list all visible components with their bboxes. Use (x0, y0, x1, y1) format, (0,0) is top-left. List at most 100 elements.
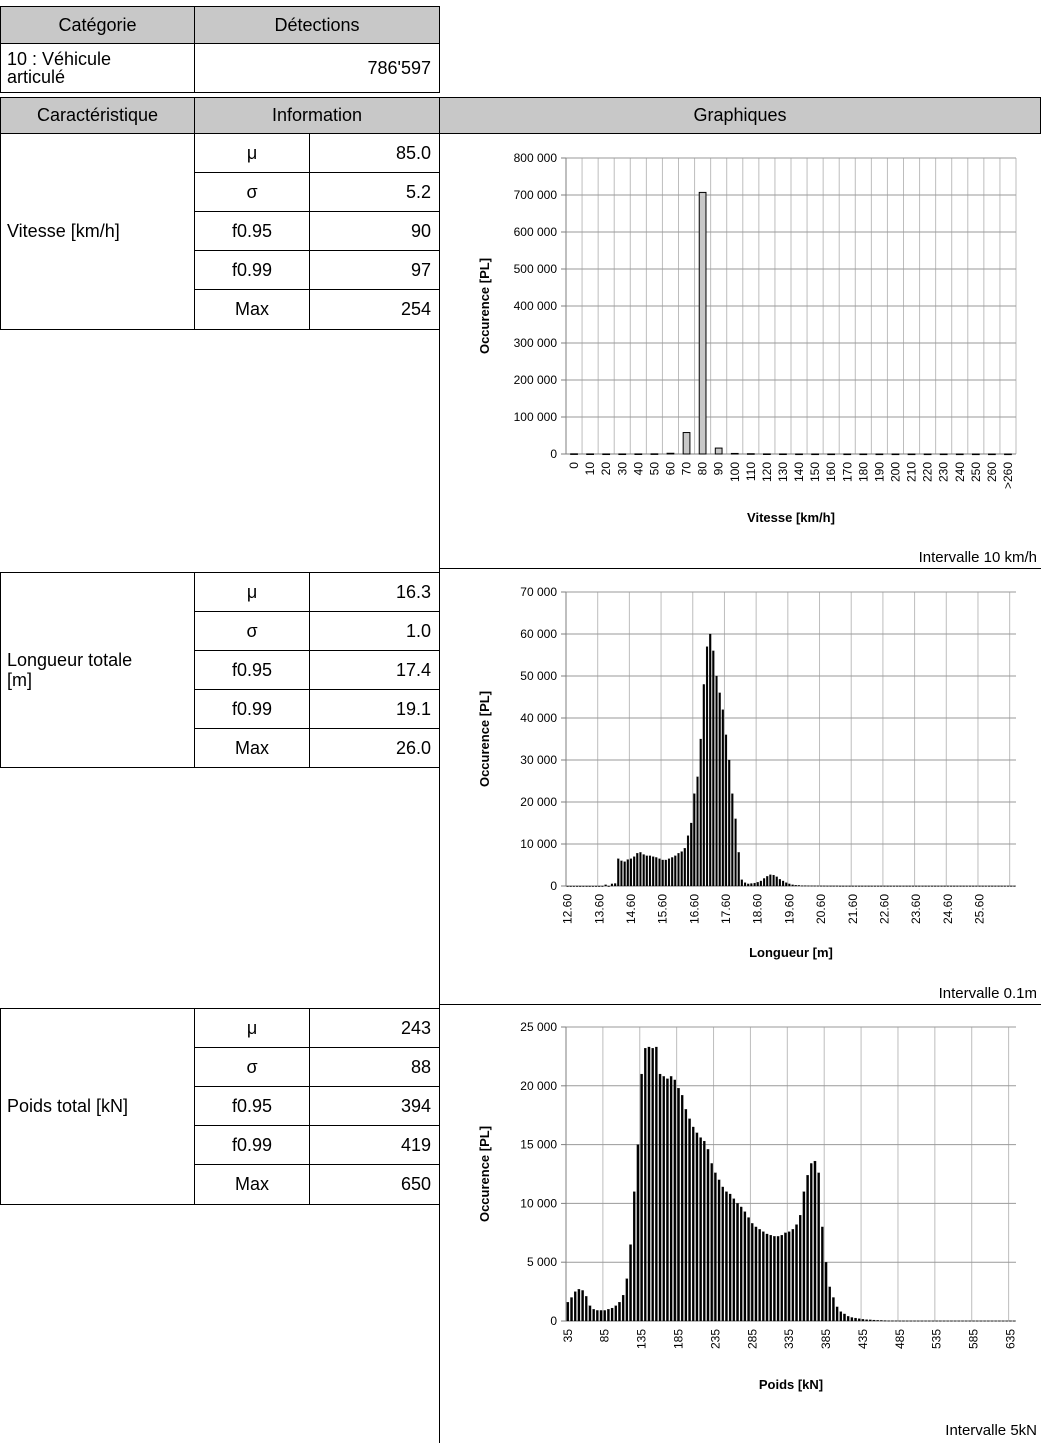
bar (683, 848, 686, 887)
bar (920, 1320, 924, 1322)
stat-value: 1.0 (309, 611, 440, 651)
x-tick-label: 485 (893, 1329, 907, 1349)
bar (710, 1163, 713, 1322)
bar (731, 793, 734, 887)
longueur-label-line-1: Longueur totale (7, 650, 133, 670)
bar (817, 1172, 820, 1322)
stat-value-text: 17.4 (395, 659, 431, 680)
bar (634, 453, 643, 455)
bar (957, 1320, 961, 1322)
bar (821, 1226, 824, 1322)
header-caracteristique: Caractéristique (0, 97, 195, 134)
bar (680, 851, 683, 887)
bar (695, 1132, 699, 1322)
bar (750, 883, 753, 887)
bar (791, 1229, 795, 1322)
bar (876, 1320, 879, 1322)
bar (811, 453, 819, 456)
bar (873, 885, 877, 887)
x-tick-label: 22.60 (877, 894, 891, 924)
stat-sym: Max (194, 728, 310, 768)
x-tick-label: 160 (824, 462, 838, 482)
bar (795, 1224, 798, 1322)
interval-note: Intervalle 10 km/h (919, 549, 1037, 566)
bar (607, 885, 610, 887)
y-axis-title: Occurence [PL] (477, 258, 492, 354)
divider (439, 568, 1041, 569)
bar (602, 453, 611, 456)
bar (651, 1048, 654, 1322)
header-graphiques-label: Graphiques (693, 105, 787, 125)
bar (955, 453, 964, 456)
grid (561, 591, 1016, 887)
bar (801, 885, 804, 887)
bar (1001, 1320, 1005, 1322)
bar (864, 885, 867, 887)
bar (747, 1217, 750, 1322)
bar (759, 880, 762, 887)
stat-value-text: 254 (400, 299, 431, 319)
bar (872, 1319, 876, 1322)
stat-sym: Max (194, 289, 310, 330)
x-tick-label: 220 (921, 462, 935, 482)
bar (907, 453, 916, 456)
bar (714, 447, 723, 455)
x-tick-label: 185 (672, 1329, 686, 1349)
bar (617, 858, 620, 887)
bar (595, 885, 598, 887)
x-tick-label: 240 (953, 462, 967, 482)
stat-sym: f0.95 (194, 650, 310, 690)
y-tick-label: 5 000 (527, 1255, 557, 1269)
x-tick-label: 15.60 (656, 894, 670, 924)
bar (728, 1193, 732, 1322)
bars (570, 191, 1012, 456)
y-tick-label: 0 (550, 879, 557, 893)
bar (699, 1137, 702, 1322)
bar (586, 453, 594, 455)
bar (690, 822, 693, 887)
stat-sym: σ (194, 172, 310, 212)
chart-longueur: 0 10 000 20 000 30 000 40 000 50 000 60 000 70 … (477, 585, 1016, 960)
header-graphiques: Graphiques (439, 97, 1041, 134)
bar (782, 880, 785, 887)
bar (850, 1317, 854, 1322)
bar (928, 1320, 931, 1322)
bar (787, 1231, 791, 1322)
bar (1005, 1320, 1008, 1322)
x-tick-label: 135 (635, 1329, 649, 1349)
bar (961, 1320, 964, 1322)
section-vitesse-label: Vitesse [km/h] (0, 133, 195, 330)
bar (754, 1226, 758, 1322)
bar (645, 855, 648, 887)
x-tick-label: 23.60 (909, 894, 923, 924)
bar (732, 1198, 736, 1322)
x-tick-label: 60 (663, 462, 677, 476)
x-tick-label: 535 (930, 1329, 944, 1349)
stat-sym: f0.99 (194, 250, 310, 290)
stat-sym-text: f0.95 (231, 659, 273, 680)
bar (972, 885, 975, 887)
bar (674, 855, 677, 887)
x-tick-label: 12.60 (561, 894, 575, 924)
bar (845, 885, 848, 887)
bar (724, 734, 728, 887)
bar (891, 1320, 894, 1322)
stat-value: 650 (309, 1164, 440, 1205)
bar (610, 883, 614, 887)
stat-value: 394 (309, 1086, 440, 1126)
stat-sym: σ (194, 1047, 310, 1087)
bar (650, 453, 659, 455)
bar (574, 1291, 577, 1322)
bar (776, 1236, 780, 1322)
divider (439, 1004, 440, 1443)
stat-sym: μ (194, 133, 310, 173)
category-line-2: articulé (7, 67, 66, 87)
stat-sym-text: μ (246, 142, 258, 163)
stat-value-text: 5.2 (405, 181, 431, 202)
x-tick-label: 150 (808, 462, 822, 482)
bar (931, 1320, 935, 1322)
x-tick-label: 230 (937, 462, 951, 482)
bar (570, 453, 578, 455)
y-tick-label: 15 000 (520, 1138, 557, 1152)
bar (994, 885, 997, 887)
